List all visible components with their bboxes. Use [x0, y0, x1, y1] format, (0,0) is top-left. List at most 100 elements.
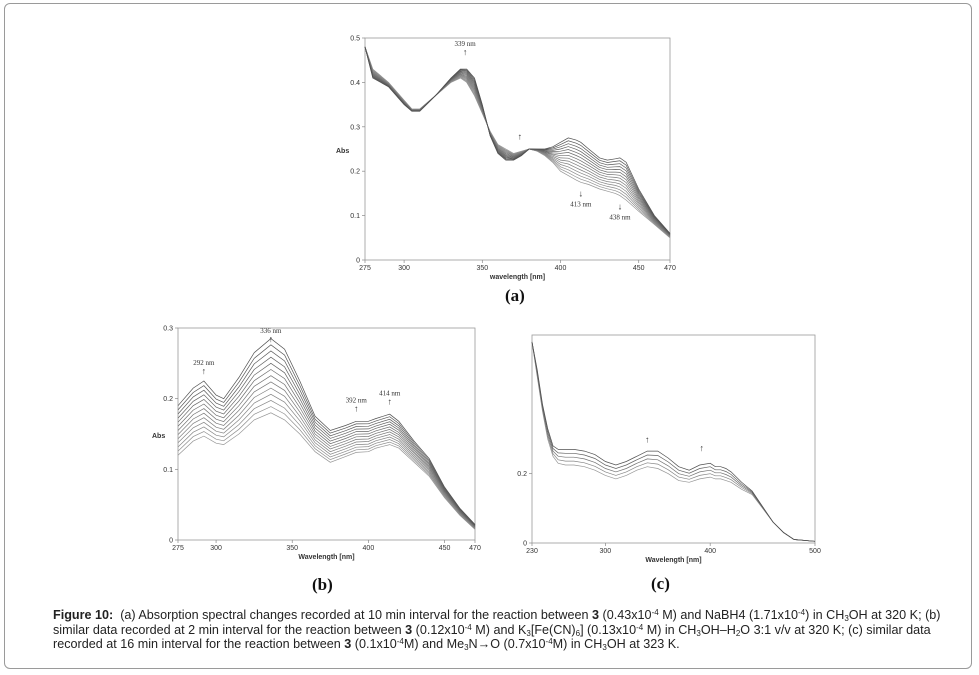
y-tick-label: 0: [169, 538, 173, 545]
annotation-arrow: ↑: [354, 404, 359, 414]
caption-sub: 3: [844, 614, 849, 623]
spectrum-curve: [364, 46, 671, 238]
caption-text: [Fe(CN): [530, 622, 576, 637]
annotation-arrow: ↑: [645, 434, 650, 444]
caption-compound: 3: [405, 622, 413, 637]
caption-text: ] (0.13x10: [580, 622, 637, 637]
caption-sup: -4: [396, 637, 404, 647]
spectrum-curve: [531, 341, 816, 542]
caption-text: OH at 320 K; (b) similar data recorded a…: [53, 608, 941, 637]
spectrum-curve: [177, 362, 476, 527]
x-tick-label: 300: [600, 548, 612, 555]
annotation-arrow: ↑: [202, 366, 207, 376]
annotation-label: 392 nm: [346, 397, 368, 405]
spectrum-curve: [364, 46, 671, 238]
annotation-label: 414 nm: [379, 389, 401, 397]
y-tick-label: 0.3: [163, 326, 173, 333]
caption-sub: 3: [696, 628, 701, 638]
x-tick-label: 470: [469, 545, 481, 552]
y-tick-label: 0.2: [517, 471, 527, 478]
caption-sup: -4: [636, 622, 644, 632]
spectrum-curve: [177, 406, 476, 530]
spectrum-curve: [177, 338, 476, 525]
y-tick-label: 0: [523, 541, 527, 548]
caption-text: M) in CH: [552, 637, 603, 652]
caption-sup: -4: [798, 608, 806, 617]
caption-sub: 2: [735, 628, 741, 638]
plot-frame: [177, 327, 476, 541]
spectrum-curve: [364, 46, 671, 239]
caption-text: OH–H: [700, 622, 736, 637]
x-tick-label: 300: [210, 545, 222, 552]
spectrum-curve: [531, 341, 816, 542]
x-axis-label: wavelength [nm]: [489, 274, 545, 281]
annotation-arrow: ↓: [579, 188, 584, 198]
x-tick-label: 350: [476, 265, 488, 272]
spectrum-curve: [177, 369, 476, 527]
caption-sub: 3: [526, 628, 531, 638]
y-tick-label: 0.1: [350, 213, 360, 220]
x-axis-label: Wavelength [nm]: [645, 557, 701, 564]
x-tick-label: 300: [398, 265, 410, 272]
caption-compound: 3: [592, 608, 600, 622]
spectrum-curve: [177, 381, 476, 528]
y-axis-label: Abs: [152, 433, 165, 440]
x-tick-label: 500: [809, 548, 821, 555]
spectrum-curve: [177, 344, 476, 526]
caption-text: (a) Absorption spectral changes recorded…: [120, 608, 589, 622]
caption-text: (0.43x10: [602, 608, 652, 622]
x-tick-label: 275: [359, 265, 371, 272]
caption-sup: -4: [651, 608, 659, 617]
spectrum-curve: [531, 341, 816, 542]
annotation-label: 336 nm: [260, 327, 282, 335]
spectrum-curve: [364, 46, 671, 234]
panel-label-a: (a): [505, 286, 525, 305]
x-tick-label: 450: [633, 265, 645, 272]
y-axis-label: Abs: [336, 148, 349, 155]
caption-text: M) and NaBH4 (1.71x10: [662, 608, 798, 622]
panel-label-c: (c): [651, 574, 670, 593]
caption-text: M) in CH: [646, 622, 697, 637]
y-tick-label: 0.2: [163, 396, 173, 403]
spectrum-curve: [364, 46, 671, 238]
x-tick-label: 400: [555, 265, 567, 272]
caption-text: M) and K: [475, 622, 527, 637]
chart-b: 275 300 350 400 450 470 0 0.1 0.2 0.3 Wavelength […: [152, 326, 481, 562]
plot-frame: [531, 334, 816, 544]
spectrum-curve: [531, 341, 816, 542]
figure-frame: [4, 3, 972, 669]
spectrum-curve: [177, 400, 476, 529]
caption-text: M) and Me: [403, 637, 465, 652]
spectrum-curve: [177, 412, 476, 530]
x-tick-label: 470: [664, 265, 676, 272]
caption-text: ) in CH: [805, 608, 845, 622]
panel-label-b: (b): [312, 575, 333, 594]
x-tick-label: 275: [172, 545, 184, 552]
x-tick-label: 450: [439, 545, 451, 552]
y-tick-label: 0.4: [350, 80, 360, 87]
annotation-label: 413 nm: [570, 200, 592, 208]
caption-text: N→O (0.7x10: [468, 637, 546, 652]
annotation-arrow: ↑: [518, 131, 523, 141]
spectrum-curve: [364, 46, 671, 237]
chart-a: 275 300 350 400 450 470 0 0.1 0.2 0.3 0.4 0.5 wavele…: [336, 36, 676, 282]
caption-sup: -4: [545, 637, 553, 647]
spectrum-curve: [177, 356, 476, 526]
annotation-label: 292 nm: [193, 359, 215, 367]
x-tick-label: 350: [286, 545, 298, 552]
spectrum-curve: [177, 393, 476, 529]
caption-sup: -4: [464, 622, 472, 632]
plot-frame: [364, 37, 671, 261]
annotation-label: 438 nm: [609, 214, 631, 222]
annotation-arrow: ↑: [463, 47, 468, 57]
spectrum-curve: [364, 46, 671, 237]
y-tick-label: 0.3: [350, 124, 360, 131]
figure-label: Figure 10:: [53, 608, 114, 622]
caption-sub: 6: [575, 628, 581, 638]
y-tick-label: 0: [356, 258, 360, 265]
spectrum-curve: [531, 341, 816, 542]
x-axis-label: Wavelength [nm]: [298, 554, 354, 561]
annotation-arrow: ↑: [269, 334, 274, 344]
x-tick-label: 400: [704, 548, 716, 555]
caption-compound: 3: [344, 637, 352, 652]
